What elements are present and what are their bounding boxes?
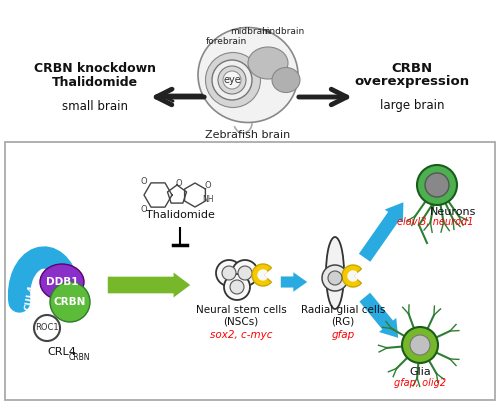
Circle shape	[222, 266, 236, 280]
Circle shape	[410, 335, 430, 355]
Text: (RG): (RG)	[332, 317, 354, 327]
Text: O: O	[140, 177, 147, 185]
Text: forebrain: forebrain	[206, 37, 246, 46]
Text: gfap: gfap	[332, 330, 354, 340]
Text: CRBN: CRBN	[392, 62, 432, 75]
Text: CRBN: CRBN	[69, 353, 90, 361]
Text: O: O	[204, 181, 212, 189]
Text: DDB1: DDB1	[46, 277, 78, 287]
Circle shape	[238, 266, 252, 280]
Circle shape	[417, 165, 457, 205]
Text: Thalidomide: Thalidomide	[146, 210, 214, 220]
Text: hindbrain: hindbrain	[262, 27, 304, 37]
Text: Zebrafish brain: Zebrafish brain	[206, 130, 290, 140]
Text: elavl3, neurod1: elavl3, neurod1	[397, 217, 473, 227]
Text: gfap, olig2: gfap, olig2	[394, 378, 446, 388]
Text: eye: eye	[223, 75, 241, 85]
Text: midbrain: midbrain	[230, 27, 270, 37]
Text: overexpression: overexpression	[354, 75, 470, 89]
FancyArrowPatch shape	[108, 272, 190, 297]
Bar	[5, 142, 495, 400]
Text: Neurons: Neurons	[430, 207, 476, 217]
Text: Radial glial cells: Radial glial cells	[301, 305, 385, 315]
Circle shape	[328, 271, 342, 285]
Text: Thalidomide: Thalidomide	[52, 75, 138, 89]
Circle shape	[216, 260, 242, 286]
Circle shape	[425, 173, 449, 197]
Ellipse shape	[206, 52, 260, 108]
Text: O: O	[176, 179, 182, 187]
FancyArrowPatch shape	[360, 293, 398, 338]
Circle shape	[230, 280, 244, 294]
Ellipse shape	[272, 67, 300, 93]
Text: ROC1: ROC1	[35, 324, 59, 332]
FancyArrowPatch shape	[359, 202, 404, 262]
Wedge shape	[258, 270, 267, 280]
Ellipse shape	[326, 237, 344, 309]
Text: CRL4: CRL4	[47, 347, 76, 357]
Text: CRBN knockdown: CRBN knockdown	[34, 62, 156, 75]
Circle shape	[50, 282, 90, 322]
Circle shape	[322, 265, 348, 291]
Text: CUL4: CUL4	[24, 285, 36, 312]
Wedge shape	[342, 265, 361, 287]
Text: (NSCs): (NSCs)	[224, 317, 258, 327]
Ellipse shape	[248, 47, 288, 79]
Text: Glia: Glia	[409, 367, 431, 377]
Circle shape	[212, 60, 252, 100]
Circle shape	[232, 260, 258, 286]
FancyArrowPatch shape	[281, 272, 307, 292]
Circle shape	[224, 274, 250, 300]
Ellipse shape	[198, 27, 298, 123]
Text: O: O	[140, 204, 147, 214]
Text: small brain: small brain	[62, 100, 128, 112]
Text: NH: NH	[202, 195, 214, 204]
Wedge shape	[348, 271, 357, 281]
Circle shape	[223, 71, 241, 89]
Ellipse shape	[40, 264, 84, 300]
Text: sox2, c-myc: sox2, c-myc	[210, 330, 272, 340]
Wedge shape	[252, 264, 272, 286]
Text: Neural stem cells: Neural stem cells	[196, 305, 286, 315]
Circle shape	[402, 327, 438, 363]
Text: large brain: large brain	[380, 100, 444, 112]
Circle shape	[34, 315, 60, 341]
Text: CRBN: CRBN	[54, 297, 86, 307]
Circle shape	[218, 66, 246, 94]
